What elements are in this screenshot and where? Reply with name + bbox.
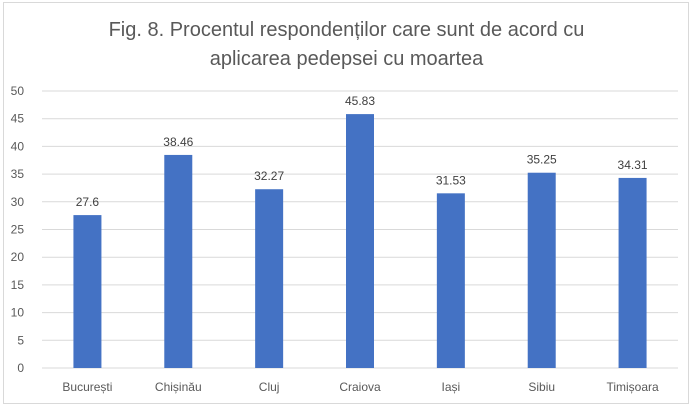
x-tick-label: Chișinău [155, 380, 202, 394]
y-tick-label: 30 [11, 195, 25, 209]
bar [73, 215, 102, 368]
x-tick-label: București [62, 380, 112, 394]
y-tick-label: 25 [11, 223, 25, 237]
data-label: 31.53 [436, 173, 466, 187]
x-tick-label: Cluj [259, 380, 280, 394]
y-tick-label: 50 [11, 84, 25, 98]
y-tick-label: 15 [11, 278, 25, 292]
y-tick-label: 5 [17, 333, 24, 347]
bar [436, 193, 465, 368]
y-tick-label: 0 [17, 361, 24, 375]
data-label: 35.25 [527, 153, 557, 167]
y-tick-label: 20 [11, 250, 25, 264]
data-label: 32.27 [254, 169, 284, 183]
bar [527, 172, 556, 368]
bar [164, 154, 193, 368]
chart-title-line-1: Fig. 8. Procentul respondenților care su… [108, 19, 585, 41]
bar [255, 189, 284, 368]
y-tick-label: 45 [11, 112, 25, 126]
chart-title: Fig. 8. Procentul respondenților care su… [0, 16, 693, 74]
x-tick-label: Sibiu [528, 380, 555, 394]
bar [618, 177, 647, 368]
data-label: 45.83 [345, 94, 375, 108]
data-label: 27.6 [76, 195, 100, 209]
data-label: 38.46 [163, 135, 193, 149]
data-label: 34.31 [618, 158, 648, 172]
chart-frame [3, 2, 689, 404]
x-tick-label: Iași [442, 380, 461, 394]
x-tick-label: Timișoara [606, 380, 659, 394]
y-tick-label: 35 [11, 167, 25, 181]
bar [346, 114, 374, 368]
y-tick-label: 10 [11, 306, 25, 320]
y-tick-label: 40 [11, 139, 25, 153]
x-tick-label: Craiova [339, 380, 381, 394]
chart-title-line-2: aplicarea pedepsei cu moartea [209, 48, 484, 70]
